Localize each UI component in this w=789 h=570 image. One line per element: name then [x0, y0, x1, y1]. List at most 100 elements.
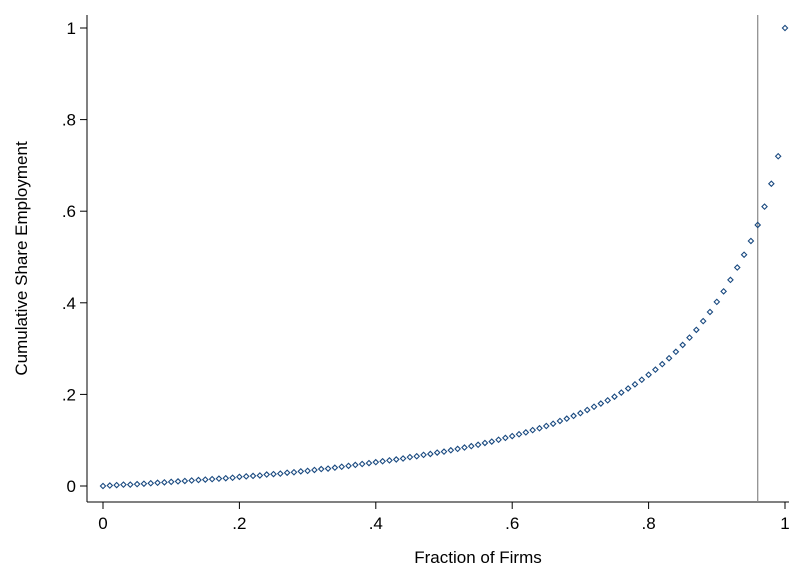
data-point	[495, 436, 502, 444]
data-point	[106, 482, 114, 489]
x-axis-ticks: 0 .2 .4 .6 .8 1	[98, 502, 789, 533]
data-point	[672, 348, 680, 356]
data-point	[774, 152, 782, 160]
data-point	[570, 412, 577, 420]
data-point	[645, 371, 652, 379]
data-point	[706, 308, 714, 316]
data-point	[488, 438, 496, 445]
data-point	[283, 469, 291, 477]
data-point	[113, 481, 121, 489]
data-point	[338, 463, 346, 471]
data-point	[399, 455, 407, 462]
data-point	[317, 465, 325, 473]
data-point	[215, 475, 223, 483]
data-point	[263, 471, 271, 478]
data-point	[249, 472, 257, 480]
data-point	[386, 456, 393, 464]
data-point	[563, 415, 571, 423]
data-point	[699, 317, 707, 325]
data-point	[365, 459, 373, 467]
data-point	[652, 366, 659, 374]
data-point	[426, 450, 434, 458]
data-point	[692, 326, 700, 334]
x-tick-label: .2	[232, 514, 246, 533]
data-point	[665, 354, 673, 362]
data-point	[549, 420, 557, 428]
y-tick-label: .8	[62, 111, 76, 130]
x-tick-label: 0	[98, 514, 107, 533]
data-point	[604, 396, 612, 404]
data-point	[440, 448, 448, 456]
data-point	[276, 470, 284, 478]
data-point	[590, 403, 598, 411]
data-point	[201, 476, 209, 483]
x-tick-label: .8	[642, 514, 656, 533]
data-point	[474, 441, 482, 449]
y-tick-label: .6	[62, 202, 76, 221]
data-point	[781, 24, 789, 32]
data-point	[208, 475, 216, 483]
data-point	[433, 449, 441, 456]
data-point	[522, 429, 530, 436]
y-tick-label: .2	[62, 385, 76, 404]
data-point	[372, 458, 380, 466]
data-point	[597, 400, 605, 407]
data-point	[229, 474, 236, 482]
data-point	[686, 334, 693, 341]
data-point	[331, 464, 339, 472]
data-point	[270, 470, 277, 478]
data-point	[611, 393, 618, 401]
data-point	[147, 479, 155, 487]
data-point	[529, 426, 537, 434]
data-point	[181, 477, 189, 485]
data-point	[140, 480, 148, 488]
x-axis-title: Fraction of Firms	[414, 548, 542, 567]
data-point	[167, 478, 175, 486]
y-axis-title: Cumulative Share Employment	[12, 141, 31, 376]
data-point	[345, 462, 352, 470]
data-point	[740, 251, 748, 259]
data-point	[617, 389, 625, 396]
data-points	[99, 24, 789, 490]
data-point	[542, 422, 550, 430]
y-axis-ticks: 0 .2 .4 .6 .8 1	[62, 19, 87, 496]
plot-frame	[86, 15, 789, 503]
data-point	[379, 457, 386, 465]
data-point	[577, 409, 584, 417]
data-point	[290, 468, 298, 476]
data-point	[351, 461, 359, 469]
data-point	[631, 380, 639, 388]
data-point	[508, 432, 516, 440]
data-point	[358, 460, 366, 468]
data-point	[583, 406, 591, 414]
data-point	[461, 444, 468, 451]
y-tick-label: .4	[62, 294, 76, 313]
data-point	[733, 264, 741, 271]
data-point	[392, 456, 400, 463]
data-point	[406, 453, 414, 461]
data-point	[536, 424, 543, 432]
data-point	[154, 479, 161, 487]
data-point	[161, 478, 168, 486]
data-point	[420, 451, 427, 459]
data-point	[713, 298, 721, 306]
y-tick-label: 0	[67, 477, 76, 496]
data-point	[727, 276, 734, 284]
data-point	[447, 446, 455, 454]
data-point	[556, 417, 564, 425]
data-point	[515, 430, 523, 438]
x-tick-label: .6	[505, 514, 519, 533]
data-point	[638, 376, 646, 384]
x-tick-label: 1	[780, 514, 789, 533]
data-point	[324, 465, 332, 472]
data-point	[311, 466, 318, 474]
data-point	[761, 203, 768, 210]
data-point	[413, 452, 421, 460]
data-point	[481, 439, 489, 447]
data-point	[767, 180, 775, 188]
data-point	[754, 221, 762, 229]
y-tick-label: 1	[67, 19, 76, 38]
data-point	[624, 385, 632, 392]
data-point	[304, 467, 311, 475]
